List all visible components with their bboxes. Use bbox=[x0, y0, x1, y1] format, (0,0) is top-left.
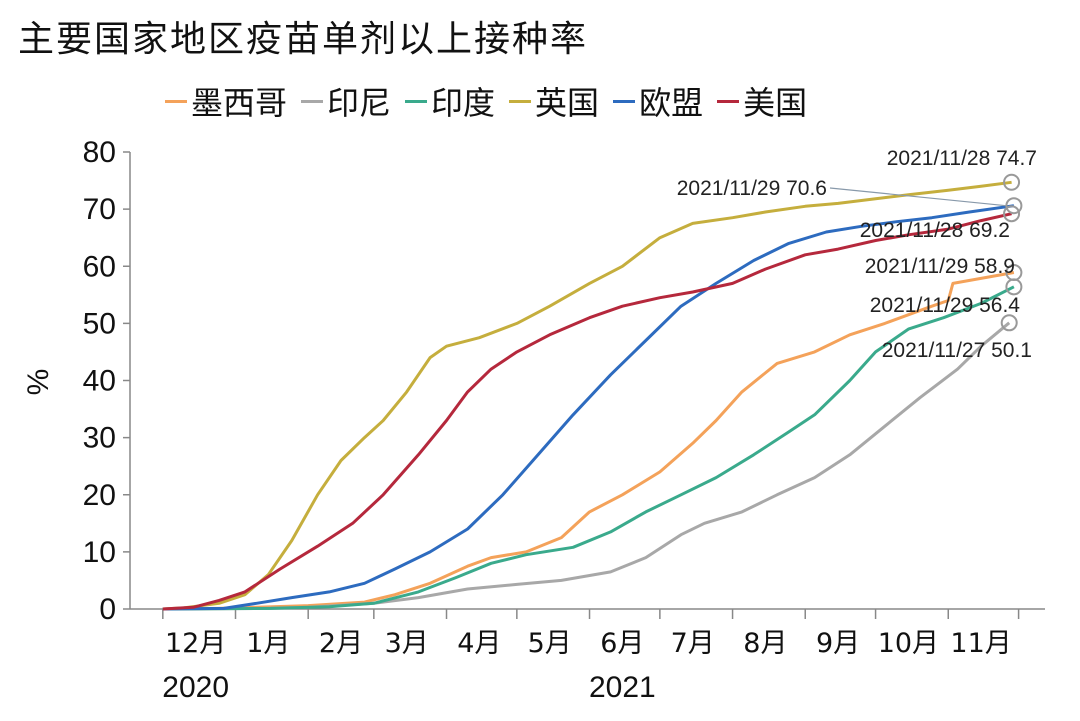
x-tick-label: 7月 bbox=[671, 628, 715, 659]
y-tick-label: 70 bbox=[83, 193, 116, 226]
legend-label: 印尼 bbox=[327, 84, 392, 122]
y-tick-label: 40 bbox=[83, 365, 116, 398]
axes: 0 10 20 30 40 50 60 70 80% 12月 1月 2月 3月 4月 5月 6月 7月 8月 9月 1… bbox=[22, 136, 1045, 704]
x-tick-label: 9月 bbox=[816, 628, 860, 659]
legend-swatch bbox=[405, 99, 428, 103]
x-tick-label: 6月 bbox=[600, 628, 644, 659]
y-tick-label: 20 bbox=[83, 479, 116, 512]
x-tick-label: 12月 bbox=[165, 628, 226, 659]
series-line-墨西哥 bbox=[162, 271, 1015, 611]
chart-title: 主要国家地区疫苗单剂以上接种率 bbox=[18, 19, 589, 60]
y-tick-label: 0 bbox=[99, 593, 116, 626]
annotation-marker bbox=[1005, 197, 1023, 215]
annotation-marker bbox=[1003, 205, 1021, 223]
annotation-leader bbox=[829, 187, 1006, 207]
y-tick-label: 30 bbox=[83, 422, 116, 455]
x-tick-label: 5月 bbox=[528, 628, 572, 659]
series-line-印尼 bbox=[162, 321, 1011, 611]
x-tick-label: 4月 bbox=[457, 628, 501, 659]
annotation-marker bbox=[1003, 173, 1021, 191]
legend-label: 墨西哥 bbox=[191, 84, 288, 122]
series-line-英国 bbox=[162, 180, 1012, 611]
legend-item: 欧盟 bbox=[613, 78, 703, 124]
legend-label: 美国 bbox=[743, 84, 808, 122]
legend-item: 美国 bbox=[717, 78, 807, 124]
legend-item: 印尼 bbox=[301, 78, 391, 124]
series-layer bbox=[162, 180, 1015, 611]
legend-item: 墨西哥 bbox=[165, 78, 287, 124]
legend-swatch bbox=[717, 99, 740, 103]
y-tick-label: 60 bbox=[83, 250, 116, 283]
annotation-label: 2021/11/29 70.6 bbox=[677, 177, 827, 200]
x-tick-label: 3月 bbox=[385, 628, 429, 659]
x-year-label: 2021 bbox=[589, 671, 656, 704]
annotation-label: 2021/11/28 69.2 bbox=[860, 219, 1010, 242]
series-line-印度 bbox=[162, 285, 1015, 611]
legend: 墨西哥 印尼 印度 英国 欧盟 美国 bbox=[165, 78, 807, 124]
annotation-marker bbox=[1005, 278, 1023, 296]
y-tick-label: 80 bbox=[83, 136, 116, 169]
legend-label: 印度 bbox=[431, 84, 496, 122]
legend-item: 印度 bbox=[405, 78, 495, 124]
legend-swatch bbox=[301, 99, 324, 103]
legend-swatch bbox=[509, 99, 532, 103]
legend-label: 欧盟 bbox=[639, 84, 704, 122]
y-tick-label: 10 bbox=[83, 536, 116, 569]
y-tick-label: 50 bbox=[83, 307, 116, 340]
y-axis-label: % bbox=[22, 369, 55, 396]
x-tick-label: 10月 bbox=[878, 628, 939, 659]
legend-label: 英国 bbox=[535, 84, 600, 122]
annotation-label: 2021/11/27 50.1 bbox=[882, 339, 1032, 362]
annotation-label: 2021/11/28 74.7 bbox=[887, 147, 1037, 170]
x-tick-label: 8月 bbox=[743, 628, 787, 659]
annotation-layer: 2021/11/28 74.7 2021/11/29 70.6 2021/11/28… bbox=[677, 147, 1037, 362]
series-line-美国 bbox=[162, 212, 1012, 611]
x-tick-label: 11月 bbox=[950, 628, 1011, 659]
legend-swatch bbox=[165, 99, 187, 103]
legend-item: 英国 bbox=[509, 78, 599, 124]
series-line-欧盟 bbox=[162, 204, 1015, 611]
x-year-label: 2020 bbox=[162, 671, 229, 704]
annotation-marker bbox=[1000, 314, 1018, 332]
legend-swatch bbox=[613, 99, 636, 103]
x-tick-label: 2月 bbox=[319, 628, 363, 659]
annotation-label: 2021/11/29 58.9 bbox=[865, 255, 1015, 278]
x-tick-label: 1月 bbox=[246, 628, 290, 659]
annotation-label: 2021/11/29 56.4 bbox=[870, 294, 1021, 317]
